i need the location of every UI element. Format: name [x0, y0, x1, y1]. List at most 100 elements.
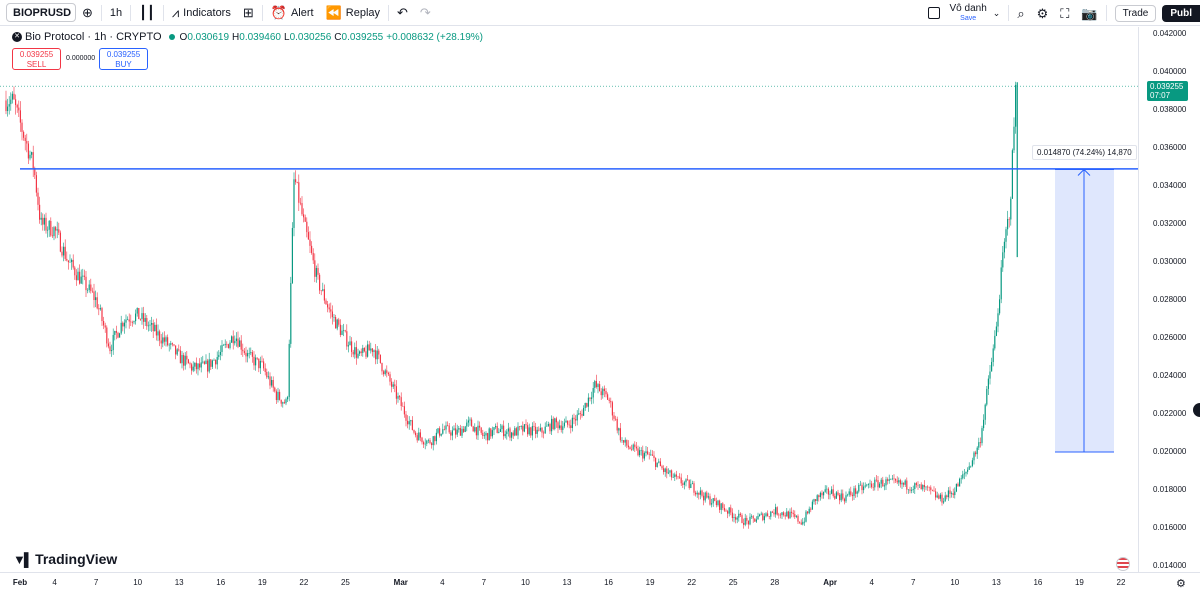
candle-body [688, 479, 690, 489]
candle-body [642, 450, 644, 459]
candle-body [122, 322, 124, 327]
candle-body [762, 513, 764, 521]
candle-body [375, 350, 377, 360]
candle-body [554, 418, 556, 429]
candle-body [344, 330, 346, 332]
layout-button[interactable]: Vô danh Save ⌄ [922, 0, 1007, 26]
candle-body [487, 433, 489, 441]
candle-body [997, 313, 999, 327]
candle-body [552, 418, 554, 429]
add-symbol-icon: ⊕ [82, 5, 93, 20]
price-tick: 0.020000 [1153, 447, 1187, 456]
candle-body [32, 152, 34, 169]
candle-body [941, 494, 943, 503]
candle-body [658, 461, 660, 463]
price-chart[interactable] [0, 27, 1138, 572]
scale-settings-icon[interactable]: ⚙ [1176, 578, 1186, 590]
candle-body [1013, 126, 1015, 151]
candle-body [560, 425, 562, 430]
settings-button[interactable]: ⚙ [1031, 0, 1055, 26]
candle-body [75, 275, 77, 281]
candle-body [605, 391, 607, 395]
candle-body [872, 487, 874, 488]
side-panel-toggle[interactable] [1193, 403, 1200, 417]
candle-body [947, 490, 949, 498]
candle-body [567, 420, 569, 425]
flag-icon[interactable] [1116, 557, 1130, 571]
candle-body [291, 227, 293, 283]
candle-body [610, 400, 612, 403]
candle-body [786, 511, 788, 517]
time-tick: 10 [520, 578, 530, 587]
candle-body [416, 435, 418, 441]
candle-body [703, 495, 705, 501]
publish-button[interactable]: Publ [1162, 4, 1200, 22]
templates-button[interactable]: ⊞ [237, 0, 260, 26]
candle-body [208, 359, 210, 372]
candle-body [411, 420, 413, 430]
candle-body [546, 425, 548, 427]
alert-button[interactable]: ⏰ Alert [265, 0, 320, 26]
time-tick: 13 [991, 578, 1001, 587]
candle-body [643, 453, 645, 459]
tradingview-logo[interactable]: ▼▌ TradingView [13, 551, 117, 567]
interval-button[interactable]: 1h [104, 0, 128, 26]
templates-icon: ⊞ [242, 5, 254, 20]
redo-button[interactable]: ↷ [414, 0, 437, 26]
candle-body [371, 348, 373, 353]
candle-body [266, 371, 268, 378]
candle-body [301, 203, 303, 215]
candle-body [474, 427, 476, 432]
candle-body [672, 476, 674, 478]
candle-body [359, 351, 361, 354]
candle-body [915, 483, 917, 485]
candle-body [791, 511, 793, 513]
candle-body [376, 350, 378, 360]
candle-body [440, 433, 442, 436]
candle-body [874, 479, 876, 488]
sell-button[interactable]: 0.039255 SELL [12, 48, 61, 70]
chart-type-button[interactable]: ┃┃ [133, 0, 161, 26]
candle-body [775, 507, 777, 515]
candle-body [570, 425, 572, 429]
candle-body [437, 428, 439, 433]
candle-body [59, 232, 61, 252]
quick-search-button[interactable]: ⌕ [1011, 0, 1030, 26]
candle-body [917, 484, 919, 486]
buy-button[interactable]: 0.039255 BUY [99, 48, 148, 70]
candle-body [811, 501, 813, 510]
candle-body [517, 426, 519, 436]
candle-body [10, 99, 12, 105]
candle-body [480, 427, 482, 433]
candle-body [61, 251, 63, 256]
price-scale[interactable]: 0.042000 0.040000 0.038000 0.036000 0.034000… [1138, 27, 1200, 572]
candle-body [800, 522, 802, 525]
candle-body [21, 122, 23, 132]
candle-body [693, 483, 695, 493]
candle-body [877, 480, 879, 488]
add-symbol-button[interactable]: ⊕ [76, 0, 99, 26]
candle-body [615, 418, 617, 420]
symbol-search[interactable]: BIOPRUSD [6, 3, 76, 22]
fullscreen-button[interactable]: ⛶ [1054, 0, 1075, 26]
indicators-button[interactable]: ⩘ Indicators [166, 0, 237, 26]
time-tick: Mar [393, 578, 408, 587]
replay-button[interactable]: ⏪ Replay [320, 0, 386, 26]
open-key: O [179, 31, 188, 43]
candle-body [584, 403, 586, 409]
time-tick: Feb [12, 578, 28, 587]
time-scale[interactable]: Feb 4 7 10 13 16 19 22 25 Mar 4 7 10 13 16 19 22 25 28 Apr 4… [0, 572, 1200, 595]
candles-layer [5, 81, 1018, 529]
candle-body [349, 341, 351, 346]
candle-body [283, 402, 285, 404]
candle-body [744, 517, 746, 525]
candle-body [1008, 218, 1010, 220]
legend-title[interactable]: Bio Protocol · 1h · CRYPTO [25, 31, 162, 43]
snapshot-button[interactable]: 📷 [1075, 0, 1103, 26]
trade-button[interactable]: Trade [1114, 4, 1157, 22]
candle-body [955, 483, 957, 492]
candle-body [983, 419, 985, 429]
undo-button[interactable]: ↶ [391, 0, 414, 26]
candle-body [779, 514, 781, 516]
fullscreen-icon: ⛶ [1060, 5, 1070, 21]
